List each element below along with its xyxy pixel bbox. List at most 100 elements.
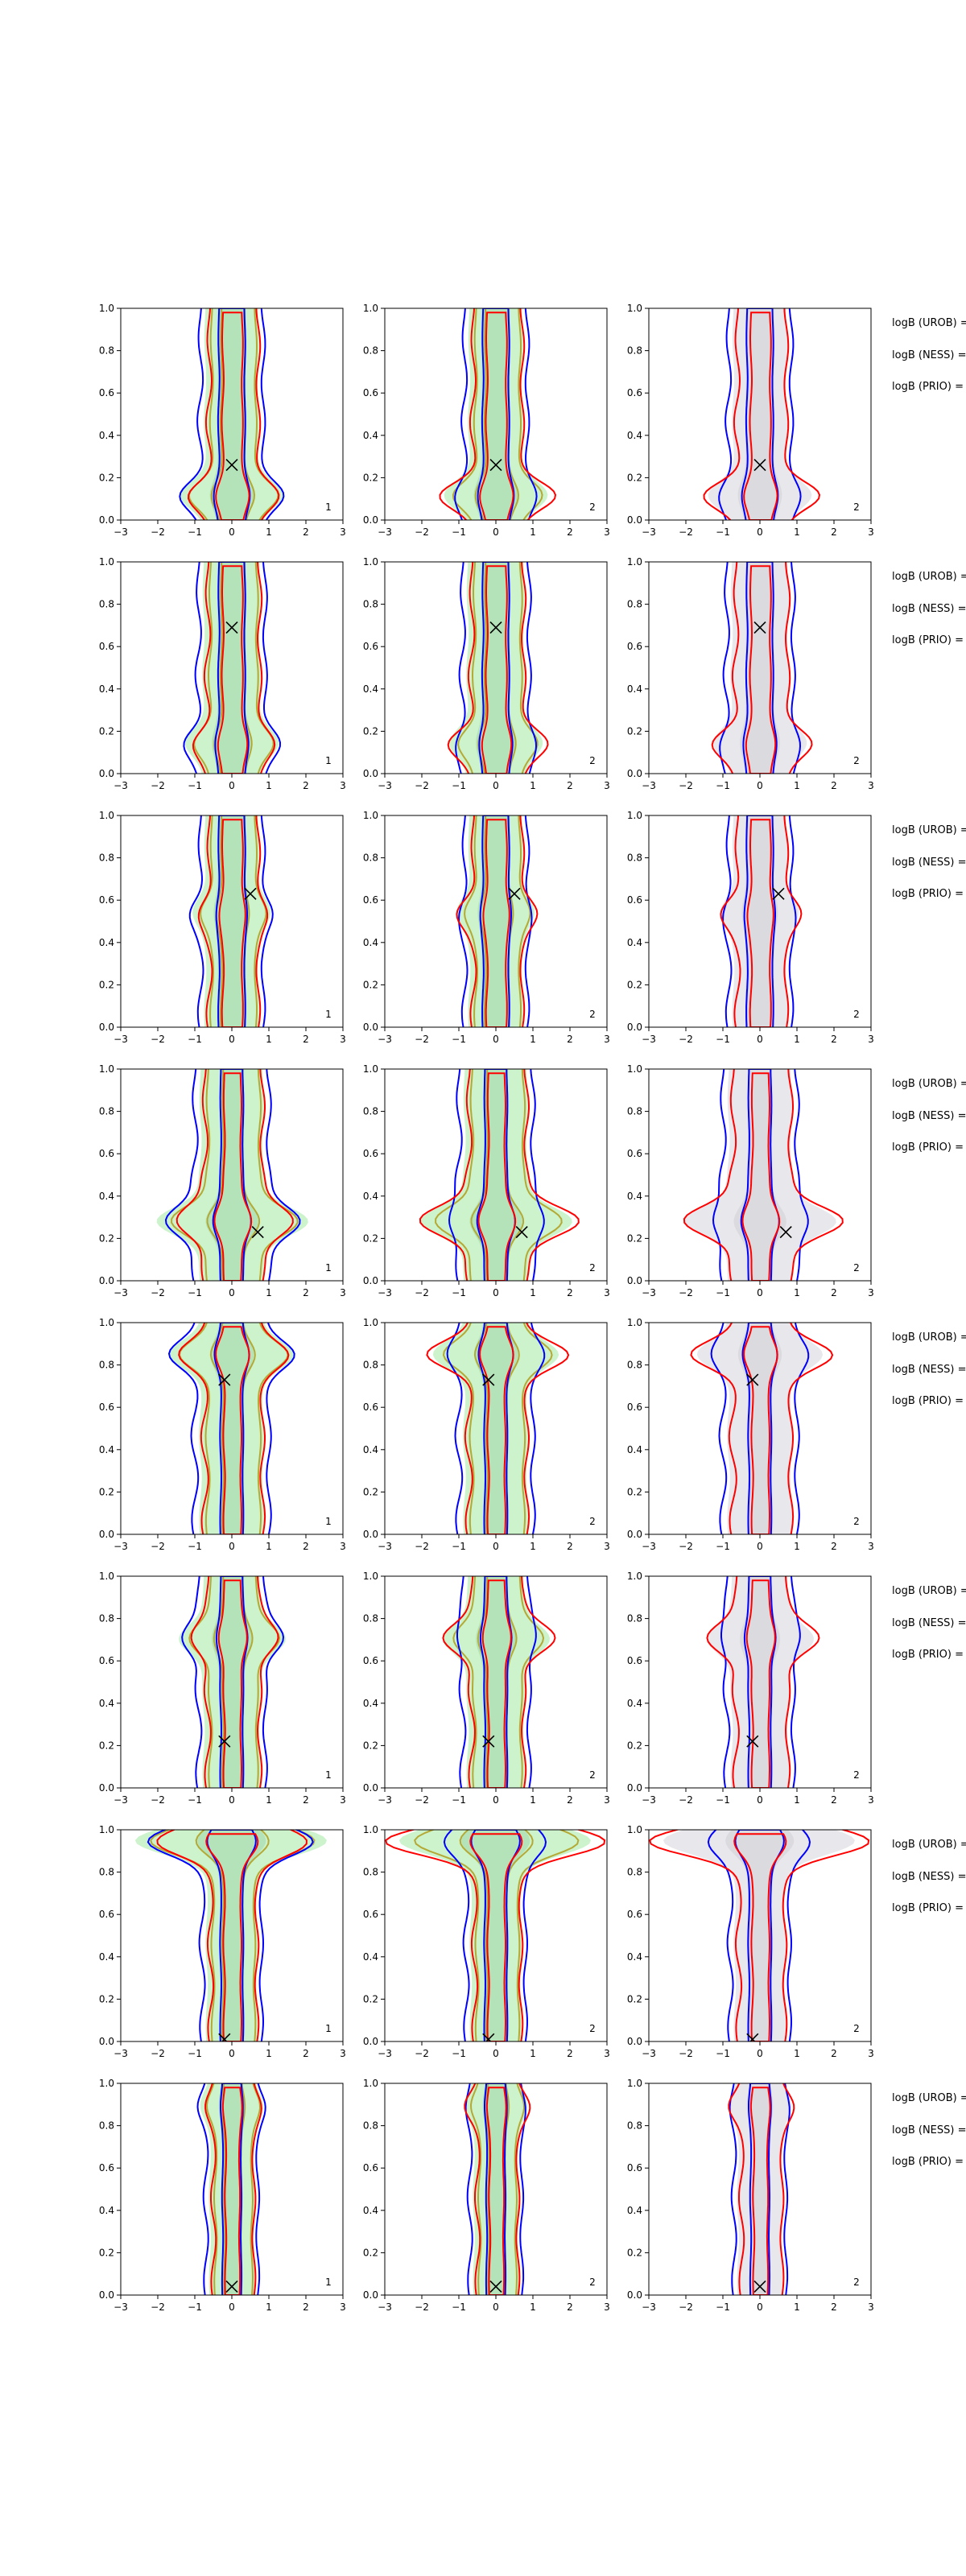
x-tick-label: −1	[716, 2301, 730, 2313]
panel-plot-area	[179, 308, 285, 520]
truth-marker	[225, 459, 238, 472]
blue-contour-outer	[722, 815, 797, 1027]
panel-plot-area	[167, 1323, 295, 1534]
truth-marker	[225, 621, 238, 634]
x-tick-label: 0	[757, 1034, 763, 1045]
y-tick-label: 0.2	[99, 1232, 114, 1244]
x-tick-label: 0	[757, 2048, 763, 2059]
red-contour-outer	[439, 308, 557, 520]
x-tick-label: −2	[151, 2301, 165, 2313]
panel-plot-area	[711, 562, 813, 774]
y-tick-label: 0.2	[99, 1486, 114, 1497]
panel-plot-area	[683, 1069, 844, 1281]
olive-contour-outer	[200, 815, 267, 1027]
panel-plot-area	[703, 308, 821, 520]
x-tick-label: 1	[794, 780, 800, 791]
x-tick-label: 3	[604, 2048, 610, 2059]
x-tick-label: 3	[868, 2048, 874, 2059]
y-tick-label: 0.6	[99, 894, 114, 906]
panel-plot-area	[196, 2083, 266, 2295]
blue-contour-inner	[743, 815, 776, 1027]
olive-contour-outer	[464, 815, 531, 1027]
red-contour-outer	[456, 815, 539, 1027]
panel-plot-area	[385, 1830, 606, 2041]
x-tick-label: −2	[415, 1034, 429, 1045]
x-tick-label: 2	[303, 1794, 309, 1806]
blue-contour-inner	[477, 308, 515, 520]
red-contour-inner	[485, 2087, 507, 2295]
y-tick-label: 0.0	[363, 2036, 378, 2047]
y-tick-label: 1.0	[99, 2078, 114, 2089]
panel-tag: 1	[325, 1516, 332, 1527]
x-tick-label: 3	[868, 780, 874, 791]
x-tick-label: 1	[530, 1794, 536, 1806]
x-tick-label: −2	[151, 1287, 165, 1298]
y-tick-label: 0.2	[363, 2247, 378, 2258]
blue-contour-inner	[470, 1830, 521, 2041]
x-tick-label: 3	[604, 1541, 610, 1552]
y-tick-label: 0.4	[363, 1444, 378, 1455]
red-contour-outer	[683, 1069, 844, 1281]
blue-contour-outer	[455, 562, 538, 774]
x-tick-label: −1	[188, 1034, 202, 1045]
y-tick-label: 1.0	[627, 1317, 642, 1328]
panel-r5-c3: −3 −2 −1 0 1 2 3 0.0 0.2 0.4 0.6 0.8 1.0 2	[627, 1317, 874, 1552]
y-tick-label: 0.4	[99, 683, 114, 695]
panel-r7-c2: −3 −2 −1 0 1 2 3 0.0 0.2 0.4 0.6 0.8 1.0 2	[363, 1824, 610, 2059]
red-contour-outer	[464, 2083, 531, 2295]
y-tick-label: 0.2	[99, 1993, 114, 2004]
truth-marker	[508, 887, 521, 900]
x-tick-label: 0	[757, 1287, 763, 1298]
logb-annotation: logB (PRIO) =	[892, 1395, 964, 1407]
x-tick-label: 2	[831, 526, 837, 538]
logb-annotation: logB (UROB) =	[892, 2092, 966, 2104]
y-tick-label: 0.2	[99, 725, 114, 737]
x-tick-label: −3	[642, 1034, 656, 1045]
blue-contour-outer	[188, 815, 274, 1027]
red-contour-inner	[743, 1326, 778, 1534]
y-tick-label: 0.0	[363, 1529, 378, 1540]
logb-annotation: logB (PRIO) =	[892, 1649, 964, 1661]
panel-r5-c1: −3 −2 −1 0 1 2 3 0.0 0.2 0.4 0.6 0.8 1.0 1	[99, 1317, 346, 1552]
y-tick-label: 0.4	[99, 430, 114, 441]
y-tick-label: 0.0	[627, 2289, 642, 2301]
x-tick-label: −3	[378, 1287, 392, 1298]
panel-r4-c3: −3 −2 −1 0 1 2 3 0.0 0.2 0.4 0.6 0.8 1.0 2	[627, 1063, 874, 1298]
truth-marker	[753, 2280, 766, 2293]
y-tick-label: 0.2	[99, 2247, 114, 2258]
y-tick-label: 0.4	[363, 2205, 378, 2216]
blue-contour-outer	[181, 1576, 285, 1788]
olive-contour-outer	[435, 1069, 563, 1281]
red-contour-inner	[745, 565, 777, 774]
blue-contour-inner	[478, 562, 514, 774]
y-tick-label: 0.0	[627, 768, 642, 779]
y-tick-label: 0.4	[363, 1698, 378, 1709]
x-tick-label: −1	[716, 1794, 730, 1806]
panel-r8-c2: −3 −2 −1 0 1 2 3 0.0 0.2 0.4 0.6 0.8 1.0 2	[363, 2078, 610, 2313]
x-tick-label: −3	[642, 2048, 656, 2059]
y-tick-label: 1.0	[99, 810, 114, 821]
y-tick-label: 0.8	[99, 599, 114, 610]
red-contour-outer	[728, 2083, 795, 2295]
x-tick-label: 1	[794, 2048, 800, 2059]
x-tick-label: 3	[340, 2301, 346, 2313]
red-contour-outer	[204, 2083, 262, 2295]
y-tick-label: 0.0	[99, 768, 114, 779]
x-tick-label: 0	[229, 2301, 235, 2313]
x-tick-label: 2	[567, 780, 573, 791]
panel-plot-area	[183, 562, 282, 774]
x-tick-label: −2	[151, 2048, 165, 2059]
y-tick-label: 1.0	[363, 1571, 378, 1582]
blue-contour-outer	[710, 1323, 810, 1534]
logb-annotation: logB (UROB) =	[892, 317, 966, 329]
blue-contour-outer	[179, 308, 285, 520]
panel-r8-c3: −3 −2 −1 0 1 2 3 0.0 0.2 0.4 0.6 0.8 1.0 2	[627, 2078, 874, 2313]
x-tick-label: 3	[604, 780, 610, 791]
panel-tag: 2	[589, 2023, 596, 2034]
x-tick-label: 0	[229, 1034, 235, 1045]
panel-tag: 2	[853, 1262, 860, 1274]
y-tick-label: 0.2	[363, 1486, 378, 1497]
y-tick-label: 1.0	[363, 2078, 378, 2089]
y-tick-label: 0.8	[627, 2120, 642, 2132]
y-tick-label: 0.6	[363, 1909, 378, 1920]
